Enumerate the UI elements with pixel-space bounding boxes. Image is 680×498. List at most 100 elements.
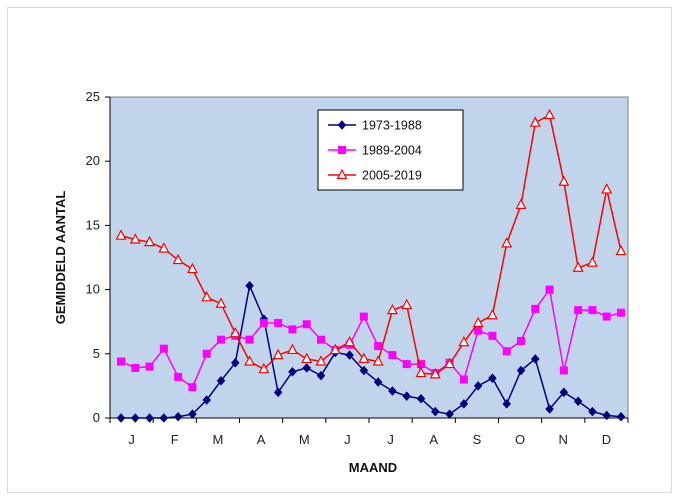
- data-point: [386, 303, 398, 315]
- data-point: [588, 406, 597, 417]
- data-point: [173, 411, 183, 422]
- data-point: [615, 244, 627, 256]
- legend-item: 2005-2019: [328, 169, 422, 183]
- data-point: [545, 285, 554, 294]
- data-point: [502, 347, 511, 356]
- data-point: [201, 291, 213, 302]
- x-tick-label: F: [171, 432, 179, 447]
- data-point: [359, 312, 368, 321]
- data-point: [474, 326, 483, 335]
- data-point: [402, 391, 412, 402]
- y-axis-title: GEMIDDELD AANTAL: [53, 191, 68, 325]
- data-point: [374, 342, 383, 351]
- data-point: [129, 233, 141, 244]
- legend-label: 1973-1988: [362, 119, 422, 133]
- series-2005-2019: [115, 108, 627, 379]
- data-point: [130, 413, 140, 423]
- data-point: [159, 344, 168, 353]
- data-point: [302, 320, 311, 329]
- data-point: [344, 335, 356, 347]
- data-point: [345, 350, 354, 360]
- legend-label: 2005-2019: [362, 169, 422, 183]
- data-point: [317, 335, 325, 344]
- series-line: [121, 283, 622, 419]
- data-point: [329, 343, 341, 355]
- y-tick-label: 25: [86, 89, 100, 104]
- data-point: [573, 396, 583, 407]
- data-point: [559, 387, 569, 398]
- data-point: [430, 406, 440, 417]
- data-point: [115, 229, 127, 240]
- x-tick-label: A: [429, 432, 438, 447]
- y-axis: 0 5 10 15 20 25: [86, 89, 111, 425]
- data-point: [473, 381, 483, 391]
- data-point: [602, 312, 611, 321]
- data-point: [202, 395, 212, 405]
- data-point: [116, 413, 126, 423]
- data-point: [131, 363, 140, 372]
- legend-label: 1989-2004: [362, 144, 422, 158]
- data-point: [202, 349, 211, 358]
- data-point: [145, 362, 154, 371]
- data-point: [244, 355, 256, 366]
- data-point: [502, 398, 512, 409]
- data-point: [515, 198, 527, 209]
- legend-item: 1989-2004: [328, 144, 422, 158]
- data-point: [401, 298, 413, 310]
- data-point: [488, 331, 497, 340]
- legend-item: 1973-1988: [328, 119, 422, 133]
- data-point: [245, 335, 254, 344]
- data-point: [444, 357, 456, 369]
- data-point: [245, 280, 254, 291]
- data-point: [574, 306, 583, 315]
- data-point: [402, 360, 411, 369]
- data-point: [617, 308, 625, 317]
- data-point: [144, 235, 156, 247]
- data-point: [288, 325, 297, 334]
- data-point: [188, 383, 197, 392]
- data-point: [174, 372, 183, 381]
- data-point: [417, 360, 425, 369]
- data-point: [388, 386, 397, 396]
- x-tick-label: O: [515, 432, 525, 447]
- data-point: [416, 393, 426, 404]
- data-point: [559, 366, 568, 375]
- data-point: [302, 363, 312, 373]
- data-point: [316, 370, 326, 381]
- data-point: [545, 404, 554, 414]
- x-tick-label: J: [128, 432, 135, 447]
- data-point: [188, 409, 197, 420]
- data-point: [117, 357, 125, 366]
- data-point: [459, 398, 469, 409]
- data-point: [215, 297, 227, 308]
- data-point: [517, 336, 525, 345]
- y-tick-label: 0: [93, 410, 100, 425]
- data-point: [588, 306, 597, 315]
- data-point: [558, 175, 570, 186]
- legend-marker: [338, 146, 346, 154]
- data-point: [531, 304, 540, 313]
- data-point: [445, 409, 454, 420]
- data-point: [301, 352, 313, 364]
- data-point: [616, 411, 626, 422]
- data-point: [359, 365, 369, 376]
- data-point: [274, 318, 283, 327]
- data-point: [530, 354, 540, 364]
- data-point: [358, 352, 370, 364]
- data-point: [373, 377, 383, 387]
- data-point: [288, 366, 297, 377]
- data-point: [159, 413, 169, 423]
- data-point: [145, 413, 154, 423]
- data-point: [458, 335, 470, 347]
- data-point: [602, 410, 612, 421]
- data-point: [216, 375, 226, 386]
- y-tick-label: 5: [93, 346, 100, 361]
- y-tick-label: 20: [86, 153, 100, 168]
- data-point: [258, 362, 270, 374]
- x-tick-label: J: [387, 432, 394, 447]
- data-point: [586, 256, 598, 267]
- legend: 1973-1988 1989-2004 2005-2019: [317, 109, 464, 191]
- data-point: [572, 261, 584, 272]
